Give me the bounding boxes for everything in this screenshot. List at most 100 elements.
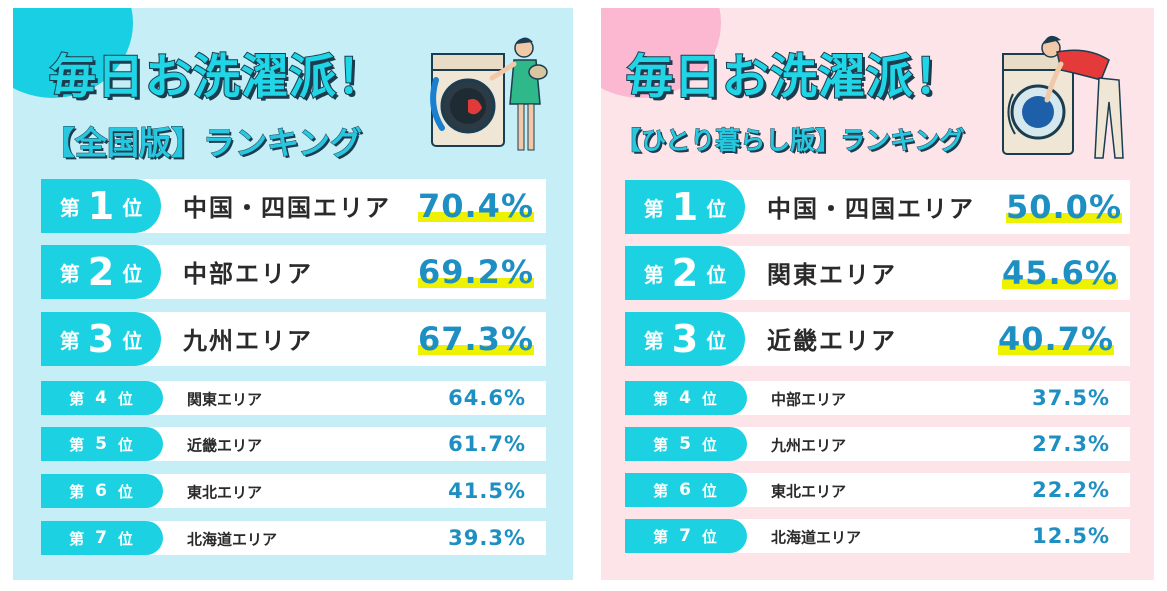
area-label: 九州エリア bbox=[771, 436, 847, 455]
table-row: 第 3 位近畿エリア 40.7% bbox=[625, 312, 1130, 366]
rank-prefix: 第 bbox=[69, 529, 87, 548]
rank-number: 6 bbox=[95, 481, 109, 501]
rank-number: 4 bbox=[679, 388, 693, 408]
rank-suffix: 位 bbox=[122, 328, 143, 353]
national-ranking-panel: 毎日お洗濯派！ 【全国版】ランキング 第 1 位中国・四国エリア 70.4% 第 2 位中部… bbox=[13, 8, 573, 580]
rank-number: 7 bbox=[95, 528, 109, 548]
percent-label: 12.5% bbox=[1032, 524, 1110, 548]
table-row: 第 7 位 北海道エリア 12.5% bbox=[625, 519, 1130, 553]
rank-suffix: 位 bbox=[122, 195, 143, 220]
rank-number: 1 bbox=[87, 184, 115, 228]
rank-suffix: 位 bbox=[701, 435, 719, 454]
rank-number: 1 bbox=[671, 185, 699, 229]
rank-prefix: 第 bbox=[643, 328, 664, 353]
rank-number: 5 bbox=[95, 434, 109, 454]
area-label: 九州エリア bbox=[183, 326, 313, 355]
area-label: 中部エリア bbox=[183, 259, 313, 288]
rank-prefix: 第 bbox=[69, 435, 87, 454]
table-row: 第 7 位 北海道エリア 39.3% bbox=[41, 521, 546, 555]
percent-label: 67.3% bbox=[417, 320, 534, 358]
rank-prefix: 第 bbox=[69, 482, 87, 501]
person-bending-at-washing-machine-icon bbox=[1002, 35, 1124, 159]
table-row: 第 6 位 東北エリア 22.2% bbox=[625, 473, 1130, 507]
rank-number: 3 bbox=[87, 317, 115, 361]
table-row: 第 5 位 近畿エリア 61.7% bbox=[41, 427, 546, 461]
table-row: 第 2 位関東エリア 45.6% bbox=[625, 246, 1130, 300]
rank-suffix: 位 bbox=[122, 261, 143, 286]
area-label: 北海道エリア bbox=[771, 528, 862, 547]
rank-suffix: 位 bbox=[117, 529, 135, 548]
rank-suffix: 位 bbox=[706, 262, 727, 287]
percent-label: 69.2% bbox=[417, 253, 534, 291]
percent-label: 41.5% bbox=[448, 479, 526, 503]
area-label: 近畿エリア bbox=[767, 326, 897, 355]
rank-prefix: 第 bbox=[653, 435, 671, 454]
rank-number: 2 bbox=[671, 251, 699, 295]
area-label: 関東エリア bbox=[187, 390, 263, 409]
table-row: 第 3 位九州エリア 67.3% bbox=[41, 312, 546, 366]
table-row: 第 2 位中部エリア 69.2% bbox=[41, 245, 546, 299]
table-row: 第 1 位中国・四国エリア 50.0% bbox=[625, 180, 1130, 234]
rank-prefix: 第 bbox=[59, 195, 80, 220]
percent-label: 37.5% bbox=[1032, 386, 1110, 410]
person-loading-washing-machine-icon bbox=[430, 37, 548, 151]
panel-title: 毎日お洗濯派！ bbox=[625, 49, 962, 106]
area-label: 関東エリア bbox=[767, 260, 897, 289]
table-row: 第 4 位 関東エリア 64.6% bbox=[41, 381, 546, 415]
percent-label: 45.6% bbox=[1001, 254, 1118, 292]
rank-number: 7 bbox=[679, 526, 693, 546]
rank-suffix: 位 bbox=[706, 196, 727, 221]
rank-prefix: 第 bbox=[653, 527, 671, 546]
area-label: 中国・四国エリア bbox=[183, 193, 391, 222]
rank-prefix: 第 bbox=[69, 389, 87, 408]
rank-number: 6 bbox=[679, 480, 693, 500]
percent-label: 40.7% bbox=[997, 320, 1114, 358]
percent-label: 61.7% bbox=[448, 432, 526, 456]
percent-label: 64.6% bbox=[448, 386, 526, 410]
area-label: 近畿エリア bbox=[187, 436, 263, 455]
rank-suffix: 位 bbox=[701, 389, 719, 408]
panel-subtitle: 【全国版】ランキング bbox=[42, 124, 363, 163]
percent-label: 50.0% bbox=[1005, 188, 1122, 226]
area-label: 東北エリア bbox=[187, 483, 263, 502]
panel-title: 毎日お洗濯派！ bbox=[48, 49, 385, 106]
rank-number: 4 bbox=[95, 388, 109, 408]
rank-suffix: 位 bbox=[117, 482, 135, 501]
rank-number: 5 bbox=[679, 434, 693, 454]
table-row: 第 4 位 中部エリア 37.5% bbox=[625, 381, 1130, 415]
rank-suffix: 位 bbox=[701, 481, 719, 500]
rank-prefix: 第 bbox=[653, 481, 671, 500]
table-row: 第 6 位 東北エリア 41.5% bbox=[41, 474, 546, 508]
rank-prefix: 第 bbox=[59, 328, 80, 353]
rank-suffix: 位 bbox=[701, 527, 719, 546]
percent-label: 22.2% bbox=[1032, 478, 1110, 502]
single-living-ranking-panel: 毎日お洗濯派！ 【ひとり暮らし版】ランキング 第 1 位中国・四国エリア 50.0% 第… bbox=[601, 8, 1154, 580]
rank-number: 2 bbox=[87, 250, 115, 294]
percent-label: 27.3% bbox=[1032, 432, 1110, 456]
rank-number: 3 bbox=[671, 317, 699, 361]
table-row: 第 1 位中国・四国エリア 70.4% bbox=[41, 179, 546, 233]
rank-suffix: 位 bbox=[706, 328, 727, 353]
table-row: 第 5 位 九州エリア 27.3% bbox=[625, 427, 1130, 461]
panel-subtitle: 【ひとり暮らし版】ランキング bbox=[616, 126, 966, 156]
rank-prefix: 第 bbox=[643, 196, 664, 221]
rank-prefix: 第 bbox=[643, 262, 664, 287]
rank-prefix: 第 bbox=[653, 389, 671, 408]
area-label: 東北エリア bbox=[771, 482, 847, 501]
area-label: 中部エリア bbox=[771, 390, 847, 409]
rank-suffix: 位 bbox=[117, 389, 135, 408]
